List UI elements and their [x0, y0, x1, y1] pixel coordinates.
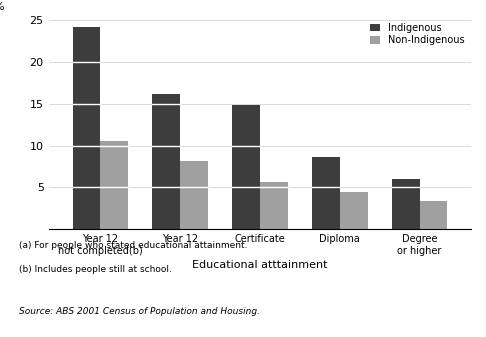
Bar — [180, 161, 208, 229]
Bar — [260, 182, 288, 229]
X-axis label: Educational atttainment: Educational atttainment — [192, 260, 328, 270]
Bar — [232, 105, 260, 229]
Bar — [72, 27, 101, 229]
Bar — [312, 157, 340, 229]
Bar — [340, 191, 368, 229]
Text: Source: ABS 2001 Census of Population and Housing.: Source: ABS 2001 Census of Population an… — [19, 307, 260, 316]
Text: %: % — [0, 2, 4, 12]
Bar — [419, 201, 448, 229]
Legend: Indigenous, Non-Indigenous: Indigenous, Non-Indigenous — [367, 21, 467, 47]
Bar — [152, 94, 180, 229]
Text: (a) For people who stated educational attainment.: (a) For people who stated educational at… — [19, 241, 248, 250]
Bar — [392, 179, 419, 229]
Text: (b) Includes people still at school.: (b) Includes people still at school. — [19, 265, 173, 274]
Bar — [101, 141, 128, 229]
